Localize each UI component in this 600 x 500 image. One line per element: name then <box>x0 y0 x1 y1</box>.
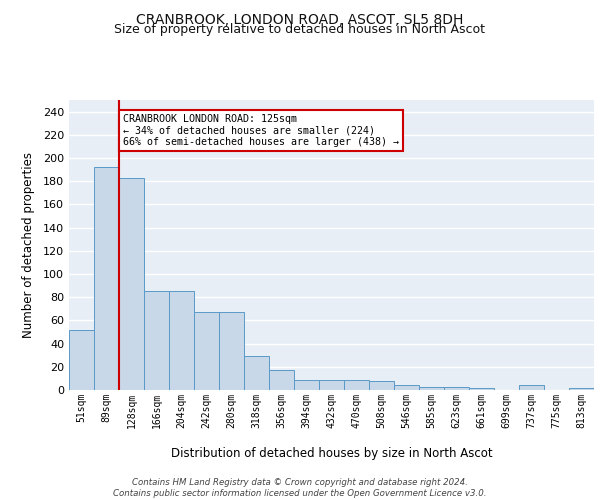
Bar <box>519 386 544 390</box>
Bar <box>569 388 594 390</box>
Bar <box>144 292 169 390</box>
Bar <box>119 178 144 390</box>
Bar <box>394 386 419 390</box>
Y-axis label: Number of detached properties: Number of detached properties <box>22 152 35 338</box>
Bar <box>244 356 269 390</box>
Text: Distribution of detached houses by size in North Ascot: Distribution of detached houses by size … <box>170 448 493 460</box>
Bar <box>444 386 469 390</box>
Bar <box>69 330 94 390</box>
Bar <box>169 292 194 390</box>
Bar <box>294 380 319 390</box>
Bar <box>194 312 219 390</box>
Bar <box>369 380 394 390</box>
Bar <box>469 388 494 390</box>
Text: CRANBROOK LONDON ROAD: 125sqm
← 34% of detached houses are smaller (224)
66% of : CRANBROOK LONDON ROAD: 125sqm ← 34% of d… <box>123 114 399 147</box>
Text: Size of property relative to detached houses in North Ascot: Size of property relative to detached ho… <box>115 22 485 36</box>
Bar <box>219 312 244 390</box>
Bar <box>269 370 294 390</box>
Text: CRANBROOK, LONDON ROAD, ASCOT, SL5 8DH: CRANBROOK, LONDON ROAD, ASCOT, SL5 8DH <box>136 12 464 26</box>
Bar <box>419 386 444 390</box>
Text: Contains HM Land Registry data © Crown copyright and database right 2024.
Contai: Contains HM Land Registry data © Crown c… <box>113 478 487 498</box>
Bar <box>344 380 369 390</box>
Bar <box>319 380 344 390</box>
Bar <box>94 168 119 390</box>
